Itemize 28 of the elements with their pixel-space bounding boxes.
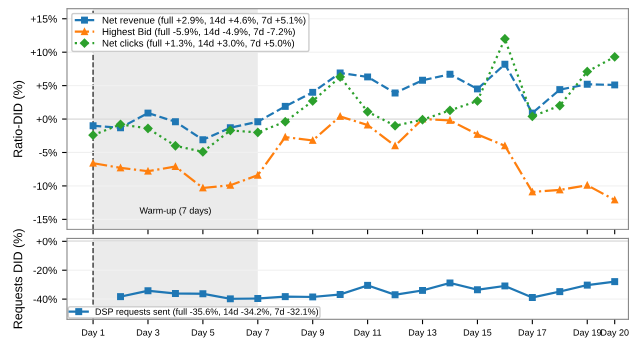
y-axis-title: Ratio-DID (%) (13, 80, 25, 157)
y-tick-label: +10% (30, 48, 57, 56)
y-tick-label: -20% (33, 266, 57, 274)
y-tick-label: +0% (36, 116, 57, 123)
legend-label: Highest Bid (full -5.9%, 14d -4.9%, 7d -7.2%) (102, 28, 295, 38)
y-tick-label: -15% (33, 216, 57, 224)
x-tick-label: Day 3 (136, 329, 160, 338)
y-tick-label: +15% (30, 15, 57, 23)
x-tick-label: Day 20 (601, 329, 629, 338)
x-tick-label: Day 19 (574, 329, 602, 338)
y-tick-label: -5% (39, 149, 57, 156)
y-tick-label: +0% (36, 238, 57, 246)
x-tick-label: Day 11 (354, 329, 382, 338)
band-label: Warm-up (7 days) (140, 207, 211, 216)
x-tick-label: Day 9 (302, 329, 324, 338)
y-axis-title: Requests DID (%) (13, 229, 25, 328)
x-tick-label: Day 17 (518, 329, 546, 338)
x-tick-label: Day 13 (408, 329, 436, 338)
y-tick-label: -10% (33, 182, 57, 190)
x-tick-label: Day 1 (82, 329, 104, 338)
legend-label: DSP requests sent (full -35.6%, 14d -34.2%, 7d -32.1%) (96, 308, 318, 317)
legend-label: Net revenue (full +2.9%, 14d +4.6%, 7d +5.1%) (102, 16, 306, 26)
y-tick-label: -40% (33, 296, 57, 303)
legend-label: Net clicks (full +1.3%, 14d +3.0%, 7d +5.0%) (102, 39, 294, 49)
x-tick-label: Day 5 (192, 329, 214, 338)
y-tick-label: +5% (36, 82, 57, 90)
x-tick-label: Day 7 (246, 329, 270, 338)
x-tick-label: Day 15 (464, 329, 492, 338)
